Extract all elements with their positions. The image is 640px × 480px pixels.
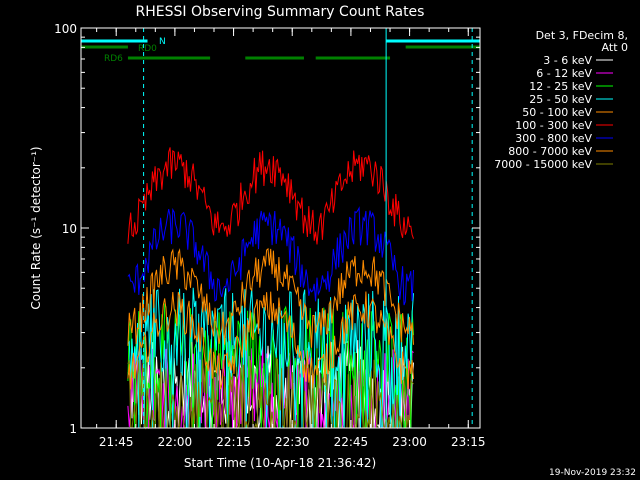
timestamp: 19-Nov-2019 23:32 [549, 468, 636, 478]
x-axis-label: Start Time (10-Apr-18 21:36:42) [184, 456, 376, 470]
chart-title: RHESSI Observing Summary Count Rates [136, 4, 425, 20]
legend-label-7: 800 - 7000 keV [508, 145, 592, 158]
legend-label-1: 6 - 12 keV [536, 67, 592, 80]
series-line-6 [127, 206, 414, 306]
x-tick-label-1: 22:00 [158, 435, 193, 449]
y-tick-label-0: 1 [69, 422, 77, 436]
legend-label-0: 3 - 6 keV [543, 54, 592, 67]
x-tick-label-3: 22:30 [275, 435, 310, 449]
data-traces [127, 147, 414, 430]
flag-label-rd0: RD0 [138, 44, 157, 54]
legend-header-line2: Att 0 [602, 41, 628, 54]
series-line-7 [127, 247, 414, 348]
series-line-4 [127, 291, 414, 390]
legend-header-line1: Det 3, FDecim 8, [536, 29, 628, 42]
y-tick-label-1: 10 [62, 222, 77, 236]
legend-label-5: 100 - 300 keV [515, 119, 592, 132]
legend-label-2: 12 - 25 keV [529, 80, 592, 93]
x-tick-label-6: 23:15 [451, 435, 486, 449]
legend-label-4: 50 - 100 keV [522, 106, 592, 119]
legend-label-8: 7000 - 15000 keV [494, 158, 592, 171]
y-axis-label: Count Rate (s⁻¹ detector⁻¹) [29, 146, 43, 309]
x-tick-label-5: 23:00 [392, 435, 427, 449]
x-tick-label-2: 22:15 [216, 435, 251, 449]
flag-label-n: N [159, 37, 166, 47]
series-line-3 [127, 287, 414, 429]
axes: 21:45 22:00 22:15 22:30 22:45 23:00 23:15 1 10 10… [54, 22, 485, 449]
flag-label-rd6: RD6 [104, 54, 123, 64]
legend-label-3: 25 - 50 keV [529, 93, 592, 106]
series-line-5 [127, 147, 414, 245]
legend-label-6: 300 - 800 keV [515, 132, 592, 145]
x-tick-label-0: 21:45 [99, 435, 134, 449]
y-tick-label-2: 100 [54, 22, 77, 36]
x-tick-label-4: 22:45 [334, 435, 369, 449]
